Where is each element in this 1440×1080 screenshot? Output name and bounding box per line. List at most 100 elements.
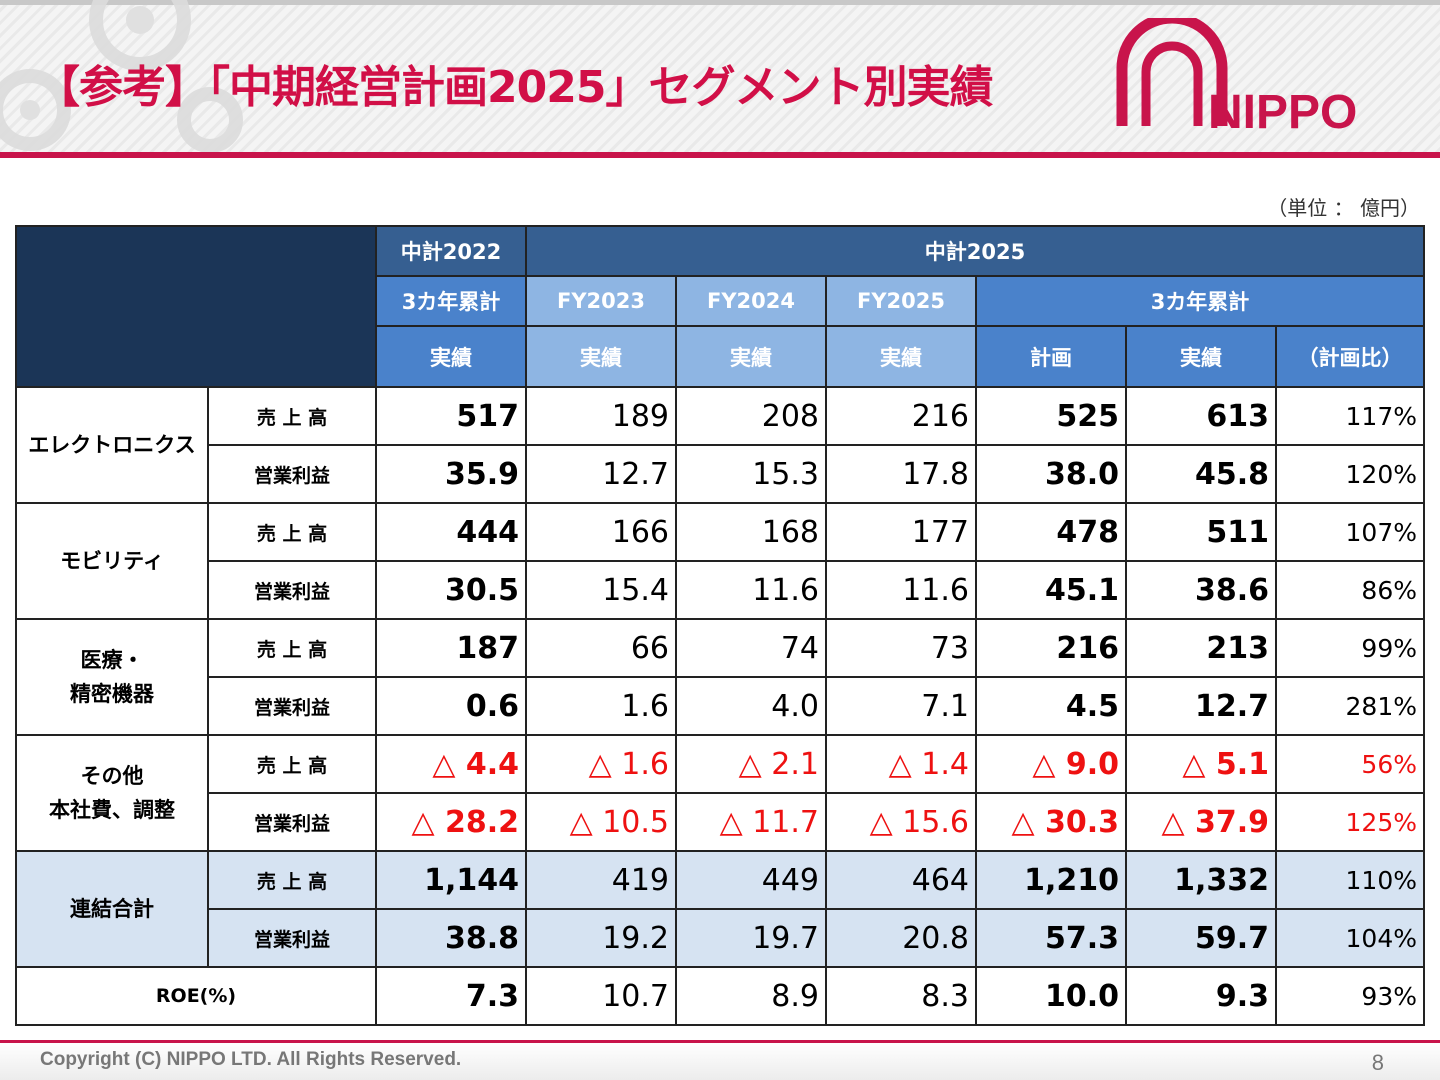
header-plan2025: 中計2025 xyxy=(525,225,1425,277)
plan-ratio-cell: 125% xyxy=(1275,792,1425,852)
header-top-strip xyxy=(0,0,1440,5)
value-cell: 4.5 xyxy=(975,676,1127,736)
header-3yr-cumulative: 3カ年累計 xyxy=(975,275,1425,327)
value-cell: 11.6 xyxy=(825,560,977,620)
value-cell: △ 10.5 xyxy=(525,792,677,852)
table-row: 営業利益 38.8 19.2 19.7 20.8 57.3 59.7 104% xyxy=(16,908,1425,968)
value-cell: 35.9 xyxy=(375,444,527,504)
segment-name-line: エレクトロニクス xyxy=(28,433,196,457)
plan-ratio-cell: 86% xyxy=(1275,560,1425,620)
value-cell: △ 4.4 xyxy=(375,734,527,794)
copyright-text: Copyright (C) NIPPO LTD. All Rights Rese… xyxy=(40,1049,462,1070)
corner-header xyxy=(15,225,377,388)
metric-label: 営業利益 xyxy=(207,792,377,852)
value-cell: 177 xyxy=(825,502,977,562)
segment-name: モビリティ xyxy=(15,502,209,620)
value-cell: △ 2.1 xyxy=(675,734,827,794)
metric-label: 売 上 高 xyxy=(207,502,377,562)
segment-name-line: 本社費、調整 xyxy=(49,798,175,822)
value-cell: 187 xyxy=(375,618,527,678)
value-cell: 613 xyxy=(1125,386,1277,446)
segment-name: エレクトロニクス xyxy=(15,386,209,504)
value-cell: △ 1.6 xyxy=(525,734,677,794)
table-row: 営業利益 0.6 1.6 4.0 7.1 4.5 12.7 281% xyxy=(16,676,1425,736)
value-cell: 525 xyxy=(975,386,1127,446)
header-fy2023: FY2023 xyxy=(525,275,677,327)
value-cell: 208 xyxy=(675,386,827,446)
svg-text:NIPPO: NIPPO xyxy=(1208,86,1357,136)
value-cell: 189 xyxy=(525,386,677,446)
header-actual: 実績 xyxy=(375,325,527,388)
roe-value: 10.7 xyxy=(525,966,677,1026)
header-actual: 実績 xyxy=(525,325,677,388)
value-cell: 7.1 xyxy=(825,676,977,736)
value-cell: 59.7 xyxy=(1125,908,1277,968)
value-cell: 57.3 xyxy=(975,908,1127,968)
value-cell: 1.6 xyxy=(525,676,677,736)
value-cell: △ 5.1 xyxy=(1125,734,1277,794)
metric-label: 売 上 高 xyxy=(207,618,377,678)
value-cell: △ 11.7 xyxy=(675,792,827,852)
value-cell: 20.8 xyxy=(825,908,977,968)
header-actual: 実績 xyxy=(1125,325,1277,388)
plan-ratio-cell: 110% xyxy=(1275,850,1425,910)
value-cell: 517 xyxy=(375,386,527,446)
header-fy2025: FY2025 xyxy=(825,275,977,327)
table-row: 営業利益 30.5 15.4 11.6 11.6 45.1 38.6 86% xyxy=(16,560,1425,620)
header-divider xyxy=(0,152,1440,158)
value-cell: 1,332 xyxy=(1125,850,1277,910)
header-3yr-cumulative: 3カ年累計 xyxy=(375,275,527,327)
value-cell: 216 xyxy=(825,386,977,446)
value-cell: 478 xyxy=(975,502,1127,562)
plan-ratio-cell: 120% xyxy=(1275,444,1425,504)
plan-ratio-cell: 56% xyxy=(1275,734,1425,794)
segment-name: 連結合計 xyxy=(15,850,209,968)
value-cell: 74 xyxy=(675,618,827,678)
value-cell: 30.5 xyxy=(375,560,527,620)
metric-label: 営業利益 xyxy=(207,908,377,968)
metric-label: 売 上 高 xyxy=(207,734,377,794)
gear-decoration-icon xyxy=(0,0,243,152)
value-cell: △ 37.9 xyxy=(1125,792,1277,852)
segment-name-line: モビリティ xyxy=(60,549,164,573)
value-cell: 166 xyxy=(525,502,677,562)
value-cell: 1,210 xyxy=(975,850,1127,910)
plan-ratio-cell: 99% xyxy=(1275,618,1425,678)
header-plan-ratio: （計画比） xyxy=(1275,325,1425,388)
table-row: その他 本社費、調整売 上 高 △ 4.4 △ 1.6 △ 2.1 △ 1.4 △ 9.0 △… xyxy=(15,734,1425,852)
value-cell: 11.6 xyxy=(675,560,827,620)
value-cell: 15.4 xyxy=(525,560,677,620)
value-cell: 511 xyxy=(1125,502,1277,562)
footer-band xyxy=(0,1043,1440,1080)
roe-value: 9.3 xyxy=(1125,966,1277,1026)
value-cell: 17.8 xyxy=(825,444,977,504)
value-cell: 38.6 xyxy=(1125,560,1277,620)
segment-name-line: 精密機器 xyxy=(70,682,154,706)
segment-name-line: 連結合計 xyxy=(70,897,154,921)
value-cell: 1,144 xyxy=(375,850,527,910)
value-cell: 4.0 xyxy=(675,676,827,736)
metric-label: 売 上 高 xyxy=(207,850,377,910)
segment-name: 医療・ 精密機器 xyxy=(15,618,209,736)
value-cell: 19.2 xyxy=(525,908,677,968)
roe-value: 8.9 xyxy=(675,966,827,1026)
value-cell: 216 xyxy=(975,618,1127,678)
table-row: 営業利益 35.9 12.7 15.3 17.8 38.0 45.8 120% xyxy=(16,444,1425,504)
plan-ratio-cell: 107% xyxy=(1275,502,1425,562)
value-cell: 419 xyxy=(525,850,677,910)
value-cell: 38.0 xyxy=(975,444,1127,504)
value-cell: △ 15.6 xyxy=(825,792,977,852)
header-plan2022: 中計2022 xyxy=(375,225,527,277)
value-cell: 73 xyxy=(825,618,977,678)
value-cell: △ 30.3 xyxy=(975,792,1127,852)
value-cell: 444 xyxy=(375,502,527,562)
roe-label: ROE(%) xyxy=(15,966,377,1026)
value-cell: 464 xyxy=(825,850,977,910)
table-row: 連結合計 売 上 高 1,144 419 449 464 1,210 1,332 110% xyxy=(15,850,1425,968)
segment-name-line: 医療・ xyxy=(80,648,144,672)
table-row: 医療・ 精密機器売 上 高 187 66 74 73 216 213 99% xyxy=(15,618,1425,736)
header-plan: 計画 xyxy=(975,325,1127,388)
value-cell: 0.6 xyxy=(375,676,527,736)
header-actual: 実績 xyxy=(825,325,977,388)
plan-ratio-cell: 104% xyxy=(1275,908,1425,968)
